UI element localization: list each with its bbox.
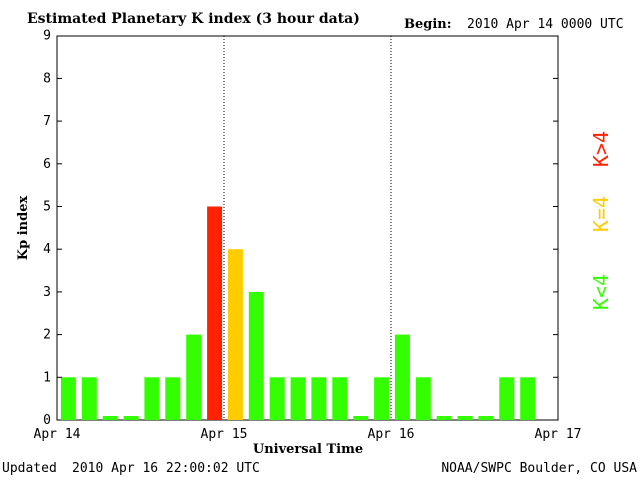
kp-bar [499,377,515,420]
y-axis-label: Kp index [16,196,31,261]
kp-bar [165,377,181,420]
legend-green: K<4 [589,274,613,310]
begin-label: Begin: [404,17,452,32]
kp-bar [478,416,494,420]
x-axis-label: Universal Time [253,442,363,457]
chart-title: Estimated Planetary K index (3 hour data… [27,11,360,27]
y-tick-label: 9 [43,29,51,44]
kp-bar [227,249,243,420]
kp-bar [457,416,473,420]
kp-bar [353,416,369,420]
bars-group [60,206,536,420]
y-tick-label: 6 [43,157,51,172]
y-tick-label: 3 [43,285,51,300]
kp-bar [290,377,306,420]
kp-bar [269,377,285,420]
kp-bar [123,416,139,420]
y-tick-label: 4 [43,242,51,257]
kp-bar [436,416,452,420]
kp-bar [144,377,160,420]
updated-label: Updated [2,461,57,476]
x-tick-label: Apr 17 [535,427,582,442]
y-tick-label: 7 [43,114,51,129]
begin-value: 2010 Apr 14 0000 UTC [467,17,624,32]
kp-bar [520,377,536,420]
kp-bar [332,377,348,420]
y-tick-label: 8 [43,71,51,86]
legend-yellow: K=4 [589,196,613,232]
updated-value: 2010 Apr 16 22:00:02 UTC [72,461,260,476]
kp-bar [207,206,223,420]
kp-bar [81,377,97,420]
kp-bar [60,377,76,420]
kp-bar [415,377,431,420]
kp-bar [102,416,118,420]
kp-bar [394,334,410,420]
kp-bar [248,291,264,420]
x-ticks-group: Apr 14 Apr 15 Apr 16 Apr 17 [34,427,582,442]
source-credit: NOAA/SWPC Boulder, CO USA [441,461,637,476]
y-tick-label: 5 [43,200,51,215]
y-ticks-group: 0 1 2 3 4 5 6 7 8 9 [43,29,558,428]
x-tick-label: Apr 16 [368,427,415,442]
kp-bar [311,377,327,420]
legend-red: K>4 [589,131,613,167]
x-tick-label: Apr 15 [201,427,248,442]
plot-frame [56,35,559,421]
y-tick-label: 0 [43,413,51,428]
y-tick-label: 2 [43,328,51,343]
x-tick-label: Apr 14 [34,427,81,442]
kp-bar [186,334,202,420]
kp-bar [374,377,390,420]
y-tick-label: 1 [43,370,51,385]
